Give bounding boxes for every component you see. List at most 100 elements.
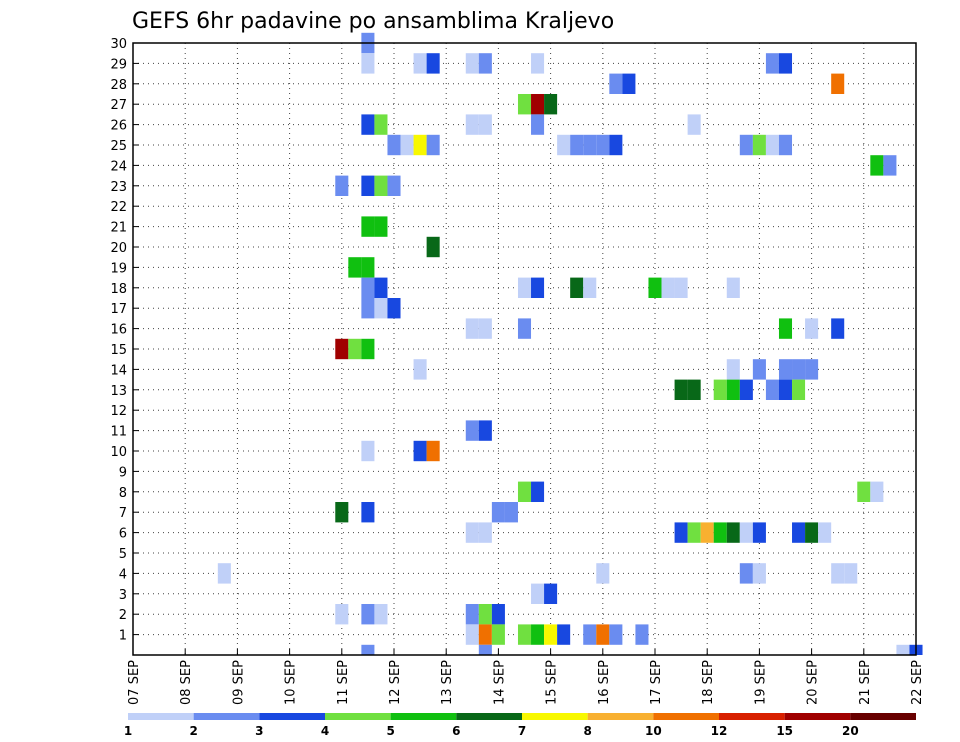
x-axis-ticks: 07 SEP 08 SEP 09 SEP 10 SEP 11 SEP 12 SEP 13 S…: [127, 649, 925, 705]
precip-cell: [896, 644, 910, 655]
precip-cell: [583, 134, 597, 156]
precip-cell: [765, 134, 779, 156]
y-tick-label: 11: [110, 425, 127, 440]
precip-cell: [805, 318, 819, 339]
precip-cell: [544, 583, 558, 604]
precip-cell: [465, 604, 479, 625]
y-axis-ticks: 1234567891011121314151617181920212223242…: [110, 37, 139, 644]
precip-cell: [361, 604, 375, 625]
precip-cell: [596, 563, 610, 584]
precip-cell: [674, 522, 688, 543]
legend-swatch: [128, 713, 194, 720]
precip-cell: [361, 175, 375, 196]
precip-cell: [557, 624, 571, 645]
precip-cell: [478, 318, 492, 339]
x-tick-label: 14 SEP: [492, 660, 507, 705]
color-legend: 1 2 3 4 5 6 7 8 10 12 15 20: [124, 713, 916, 738]
y-tick-label: 4: [119, 567, 127, 582]
y-tick-label: 14: [110, 363, 127, 378]
y-tick-label: 27: [110, 98, 127, 113]
legend-label: 6: [452, 724, 460, 738]
precip-cell: [374, 298, 388, 319]
precip-cell: [739, 563, 753, 584]
y-tick-label: 9: [119, 465, 127, 480]
precip-cell: [361, 440, 375, 462]
y-tick-label: 19: [110, 261, 127, 276]
y-tick-label: 15: [110, 343, 127, 358]
x-tick-label: 09 SEP: [231, 660, 246, 705]
precip-cell: [400, 134, 414, 156]
legend-swatch: [850, 713, 916, 720]
precip-cell: [700, 522, 714, 543]
y-tick-label: 1: [119, 629, 127, 644]
x-tick-label: 16 SEP: [597, 660, 612, 705]
x-tick-label: 12 SEP: [388, 660, 403, 705]
legend-label: 2: [189, 724, 197, 738]
precip-cell: [361, 338, 375, 360]
x-tick-label: 21 SEP: [858, 660, 873, 705]
x-tick-label: 08 SEP: [179, 660, 194, 705]
precip-cell: [557, 134, 571, 156]
precip-cell: [374, 216, 388, 237]
precip-cell: [387, 134, 401, 156]
precip-cell: [504, 502, 518, 523]
precip-cell: [426, 134, 440, 156]
legend-swatch: [784, 713, 851, 720]
precip-cell: [792, 359, 806, 380]
y-tick-label: 30: [110, 37, 127, 52]
precip-cell: [648, 277, 662, 298]
precip-cells: [217, 32, 923, 655]
precip-cell: [857, 481, 871, 502]
precip-cell: [831, 563, 845, 584]
precip-cell: [831, 73, 845, 94]
precip-cell: [387, 175, 401, 196]
precip-cell: [465, 318, 479, 339]
x-tick-label: 11 SEP: [336, 660, 351, 705]
precip-cell: [478, 420, 492, 441]
precip-cell: [609, 624, 623, 645]
legend-swatch: [456, 713, 522, 720]
legend-swatch: [193, 713, 260, 720]
y-tick-label: 18: [110, 282, 127, 297]
precip-cell: [726, 277, 740, 298]
precip-cell: [778, 318, 793, 339]
precip-cell: [831, 318, 845, 339]
precip-cell: [465, 624, 479, 645]
x-tick-label: 17 SEP: [649, 660, 664, 705]
precip-cell: [413, 53, 427, 74]
precip-cell: [531, 624, 545, 645]
precip-cell: [531, 277, 545, 298]
y-tick-label: 13: [110, 384, 127, 399]
x-tick-label: 22 SEP: [910, 660, 925, 705]
x-tick-label: 20 SEP: [806, 660, 821, 705]
precip-cell: [478, 624, 492, 645]
legend-label: 1: [124, 724, 132, 738]
x-tick-label: 13 SEP: [440, 660, 455, 705]
y-tick-label: 12: [110, 404, 127, 419]
x-tick-label: 18 SEP: [701, 660, 716, 705]
legend-label: 12: [711, 724, 728, 738]
precip-cell: [361, 216, 375, 237]
precip-cell: [752, 522, 766, 543]
precip-cell: [818, 522, 832, 543]
precip-cell: [883, 155, 897, 176]
precip-cell: [491, 604, 505, 625]
y-tick-label: 16: [110, 323, 127, 338]
precip-cell: [361, 53, 375, 74]
precip-cell: [348, 257, 362, 278]
precip-cell: [491, 624, 505, 645]
precip-cell: [217, 563, 231, 584]
precip-cell: [687, 522, 701, 543]
precip-cell: [531, 583, 545, 604]
legend-label: 5: [386, 724, 394, 738]
precip-cell: [335, 502, 349, 523]
precip-cell: [361, 298, 375, 319]
precip-cell: [792, 379, 806, 400]
precip-cell: [570, 134, 584, 156]
precip-cell: [478, 114, 492, 135]
precip-cell: [844, 563, 858, 584]
precip-cell: [544, 624, 558, 645]
precip-cell: [687, 114, 701, 135]
precip-cell: [517, 624, 532, 645]
precip-cell: [374, 114, 388, 135]
